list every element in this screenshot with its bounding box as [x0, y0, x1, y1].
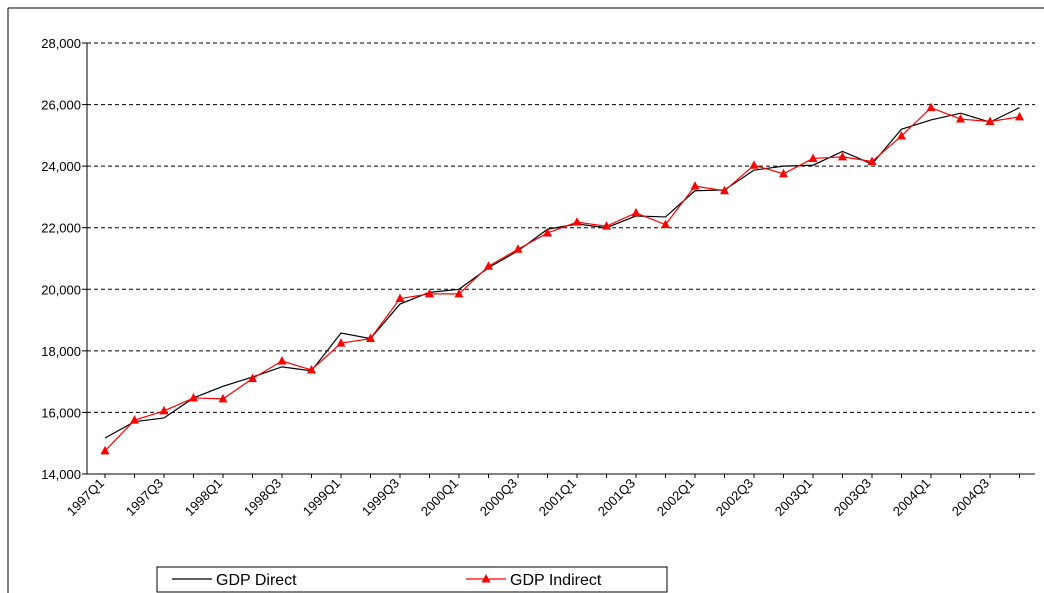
marker	[985, 116, 995, 126]
x-tick-label: 2003Q1	[772, 476, 815, 519]
marker	[425, 288, 434, 298]
y-tick-label: 14,000	[41, 467, 81, 482]
marker	[808, 153, 818, 162]
marker	[926, 102, 936, 112]
marker	[395, 293, 405, 303]
x-tick-label: 2000Q1	[418, 476, 461, 519]
x-tick-label: 2001Q1	[536, 476, 579, 519]
y-tick-label: 28,000	[41, 36, 81, 51]
marker	[159, 405, 169, 415]
y-tick-label: 18,000	[41, 344, 81, 359]
x-tick-label: 2004Q1	[890, 476, 933, 519]
marker	[454, 288, 464, 298]
x-tick-label: 2000Q3	[477, 476, 520, 519]
marker	[189, 392, 198, 402]
marker	[661, 219, 670, 229]
x-tick-label: 2002Q3	[713, 476, 756, 519]
y-tick-label: 26,000	[41, 98, 81, 113]
marker	[690, 181, 700, 190]
marker	[572, 217, 582, 226]
marker	[543, 227, 552, 237]
marker	[631, 207, 641, 217]
marker	[366, 333, 375, 343]
marker	[867, 156, 877, 166]
marker	[484, 261, 493, 270]
marker	[100, 445, 110, 455]
marker	[277, 356, 287, 365]
marker	[130, 415, 139, 424]
marker	[749, 160, 759, 169]
x-tick-label: 2001Q3	[595, 476, 638, 519]
marker	[602, 221, 611, 230]
marker	[779, 168, 788, 178]
x-tick-label: 1998Q1	[182, 476, 225, 519]
marker	[720, 185, 729, 195]
x-tick-label: 1999Q1	[300, 476, 343, 519]
marker	[248, 373, 257, 383]
y-tick-label: 22,000	[41, 221, 81, 236]
series-line	[104, 106, 1020, 452]
marker	[513, 244, 523, 253]
y-tick-label: 20,000	[41, 282, 81, 297]
marker	[897, 130, 906, 140]
y-tick-label: 24,000	[41, 159, 81, 174]
y-tick-label: 16,000	[41, 405, 81, 420]
series-line	[104, 107, 1020, 439]
marker	[218, 393, 228, 403]
legend	[156, 566, 668, 593]
marker	[838, 151, 847, 161]
x-tick-label: 2004Q3	[949, 476, 992, 519]
x-tick-label: 1997Q3	[123, 476, 166, 519]
x-tick-label: 2003Q3	[831, 476, 874, 519]
legend-marker	[481, 574, 491, 583]
legend-label: GDP Direct	[216, 572, 297, 589]
legend-label: GDP Indirect	[510, 572, 602, 589]
marker	[1015, 111, 1024, 121]
marker	[956, 114, 965, 123]
x-tick-label: 2002Q1	[654, 476, 697, 519]
x-tick-label: 1998Q3	[241, 476, 284, 519]
marker	[336, 338, 346, 347]
x-tick-label: 1999Q3	[359, 476, 402, 519]
marker	[307, 364, 316, 374]
x-tick-label: 1997Q1	[64, 476, 107, 519]
